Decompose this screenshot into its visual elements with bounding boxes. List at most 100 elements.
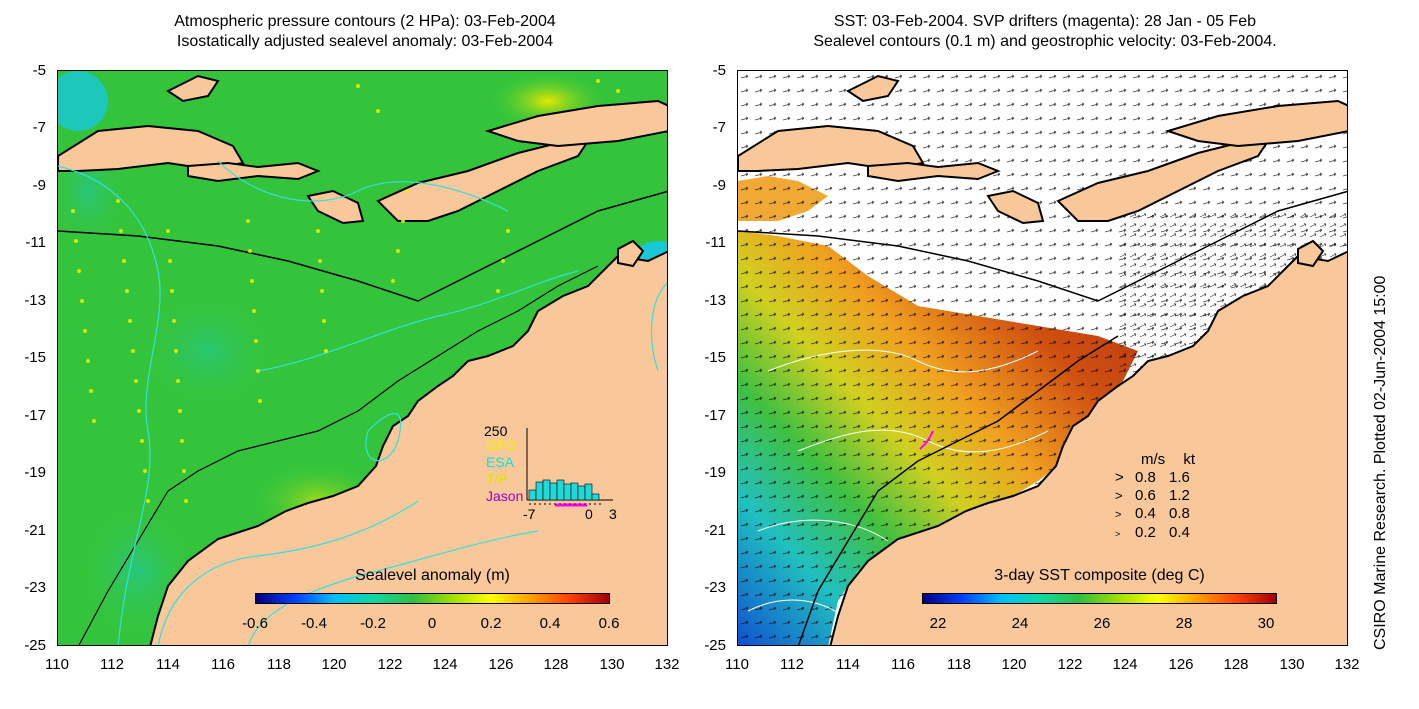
x-tick-label: 110 [45, 656, 69, 673]
y-tick-label: -9 [32, 177, 46, 194]
x-tick-label: 122 [377, 656, 403, 673]
x-tick-label: 128 [1223, 656, 1249, 673]
velocity-kt: 0.4 [1169, 524, 1190, 541]
colorbar-tick: 22 [929, 615, 947, 632]
y-tick-label: -11 [25, 234, 46, 251]
colorbar-tick: 0.4 [539, 615, 561, 632]
x-tick-label: 132 [1334, 656, 1360, 673]
altimeter-tracks [71, 79, 620, 503]
sst-map-svg [738, 71, 1347, 645]
y-tick-label: -19 [704, 464, 726, 481]
velocity-ms: 0.8 [1135, 469, 1156, 486]
x-tick-label: 116 [211, 656, 235, 673]
left-title-line2: Isostatically adjusted sealevel anomaly:… [176, 33, 554, 50]
left-panel-title: Atmospheric pressure contours (2 HPa): 0… [50, 12, 680, 52]
right-colorbar [922, 593, 1277, 604]
y-tick-label: -25 [704, 637, 726, 654]
altimeter-source-legend: GFO ESA T/P Jason [486, 437, 523, 505]
x-tick-label: 124 [432, 656, 458, 673]
colorbar-tick: 24 [1011, 615, 1029, 632]
colorbar-tick: 30 [1257, 615, 1275, 632]
y-tick-label: -25 [24, 637, 46, 654]
colorbar-tick: 28 [1175, 615, 1193, 632]
velocity-header-kt: kt [1183, 451, 1196, 468]
x-tick-label: 120 [1001, 656, 1027, 673]
y-tick-label: -17 [24, 407, 46, 424]
x-tick-label: 118 [947, 656, 971, 673]
velocity-arrow-icon: > [1115, 488, 1123, 503]
legend-source-tp: T/P [486, 471, 508, 487]
x-tick-label: 126 [488, 656, 514, 673]
velocity-row: >0.4 0.8 [1115, 505, 1195, 524]
velocity-ms: 0.6 [1135, 487, 1156, 504]
colorbar-tick: 0.2 [480, 615, 502, 632]
y-tick-label: -5 [712, 62, 726, 79]
x-tick-label: 114 [836, 656, 860, 673]
legend-source-jason: Jason [486, 488, 524, 504]
velocity-row: >0.8 1.6 [1115, 469, 1195, 487]
y-tick-label: -13 [704, 292, 726, 309]
velocity-kt: 1.2 [1169, 487, 1190, 504]
histogram-x-tick: 0 [585, 506, 593, 522]
y-tick-label: -21 [24, 522, 46, 539]
y-tick-label: -15 [24, 349, 46, 366]
colorbar-tick: -0.4 [301, 615, 327, 632]
left-colorbar [255, 593, 610, 604]
x-tick-label: 124 [1112, 656, 1138, 673]
velocity-kt: 1.6 [1169, 469, 1190, 486]
x-tick-label: 130 [599, 656, 625, 673]
colorbar-tick: -0.2 [360, 615, 386, 632]
right-title-line1: SST: 03-Feb-2004. SVP drifters (magenta)… [833, 13, 1257, 30]
right-panel-title: SST: 03-Feb-2004. SVP drifters (magenta)… [730, 12, 1360, 52]
velocity-legend-header: m/s kt [1115, 451, 1195, 469]
x-tick-label: 116 [891, 656, 915, 673]
legend-source-esa: ESA [486, 454, 515, 470]
velocity-kt: 0.8 [1169, 505, 1190, 522]
velocity-row: >0.6 1.2 [1115, 487, 1195, 505]
x-tick-label: 128 [543, 656, 569, 673]
histogram-x-tick: 3 [609, 506, 617, 522]
x-tick-label: 114 [156, 656, 180, 673]
legend-source-gfo: GFO [486, 437, 517, 453]
left-colorbar-title: Sealevel anomaly (m) [355, 567, 510, 584]
velocity-ms: 0.4 [1135, 505, 1156, 522]
y-tick-label: -7 [32, 119, 46, 136]
y-tick-label: -23 [704, 579, 726, 596]
right-title-line2: Sealevel contours (0.1 m) and geostrophi… [813, 33, 1277, 50]
velocity-arrow-icon: > [1115, 469, 1124, 486]
velocity-ms: 0.2 [1135, 524, 1156, 541]
velocity-header-ms: m/s [1141, 451, 1166, 468]
colorbar-tick: 0 [427, 615, 437, 632]
x-tick-label: 132 [654, 656, 680, 673]
y-tick-label: -23 [24, 579, 46, 596]
x-tick-label: 110 [725, 656, 749, 673]
y-tick-label: -13 [24, 292, 46, 309]
sealevel-map-svg [58, 71, 667, 645]
x-tick-label: 122 [1057, 656, 1083, 673]
velocity-legend: m/s kt >0.8 1.6 >0.6 1.2 >0.4 0.8 >0.2 0.4 [1115, 451, 1195, 543]
colorbar-tick: 26 [1093, 615, 1111, 632]
y-tick-label: -7 [712, 119, 726, 136]
sealevel-anomaly-map [57, 70, 668, 646]
credit-text: CSIRO Marine Research. Plotted 02-Jun-20… [1372, 275, 1389, 650]
y-tick-label: -15 [704, 349, 726, 366]
altimeter-histogram [526, 428, 613, 507]
x-tick-label: 120 [321, 656, 347, 673]
y-tick-label: -19 [24, 464, 46, 481]
histogram-max-label: 250 [484, 423, 508, 439]
y-tick-label: -9 [712, 177, 726, 194]
colorbar-tick: -0.6 [242, 615, 268, 632]
y-tick-label: -21 [704, 522, 726, 539]
x-tick-label: 126 [1168, 656, 1194, 673]
velocity-arrow-icon: > [1115, 509, 1122, 521]
x-tick-label: 130 [1279, 656, 1305, 673]
velocity-row: >0.2 0.4 [1115, 524, 1195, 543]
x-tick-label: 112 [780, 656, 804, 673]
right-colorbar-title: 3-day SST composite (deg C) [994, 567, 1205, 584]
y-tick-label: -11 [705, 234, 726, 251]
velocity-arrow-icon: > [1115, 529, 1121, 539]
histogram-x-tick: -7 [523, 506, 536, 522]
y-tick-label: -17 [704, 407, 726, 424]
y-tick-label: -5 [32, 62, 46, 79]
x-tick-label: 118 [267, 656, 291, 673]
